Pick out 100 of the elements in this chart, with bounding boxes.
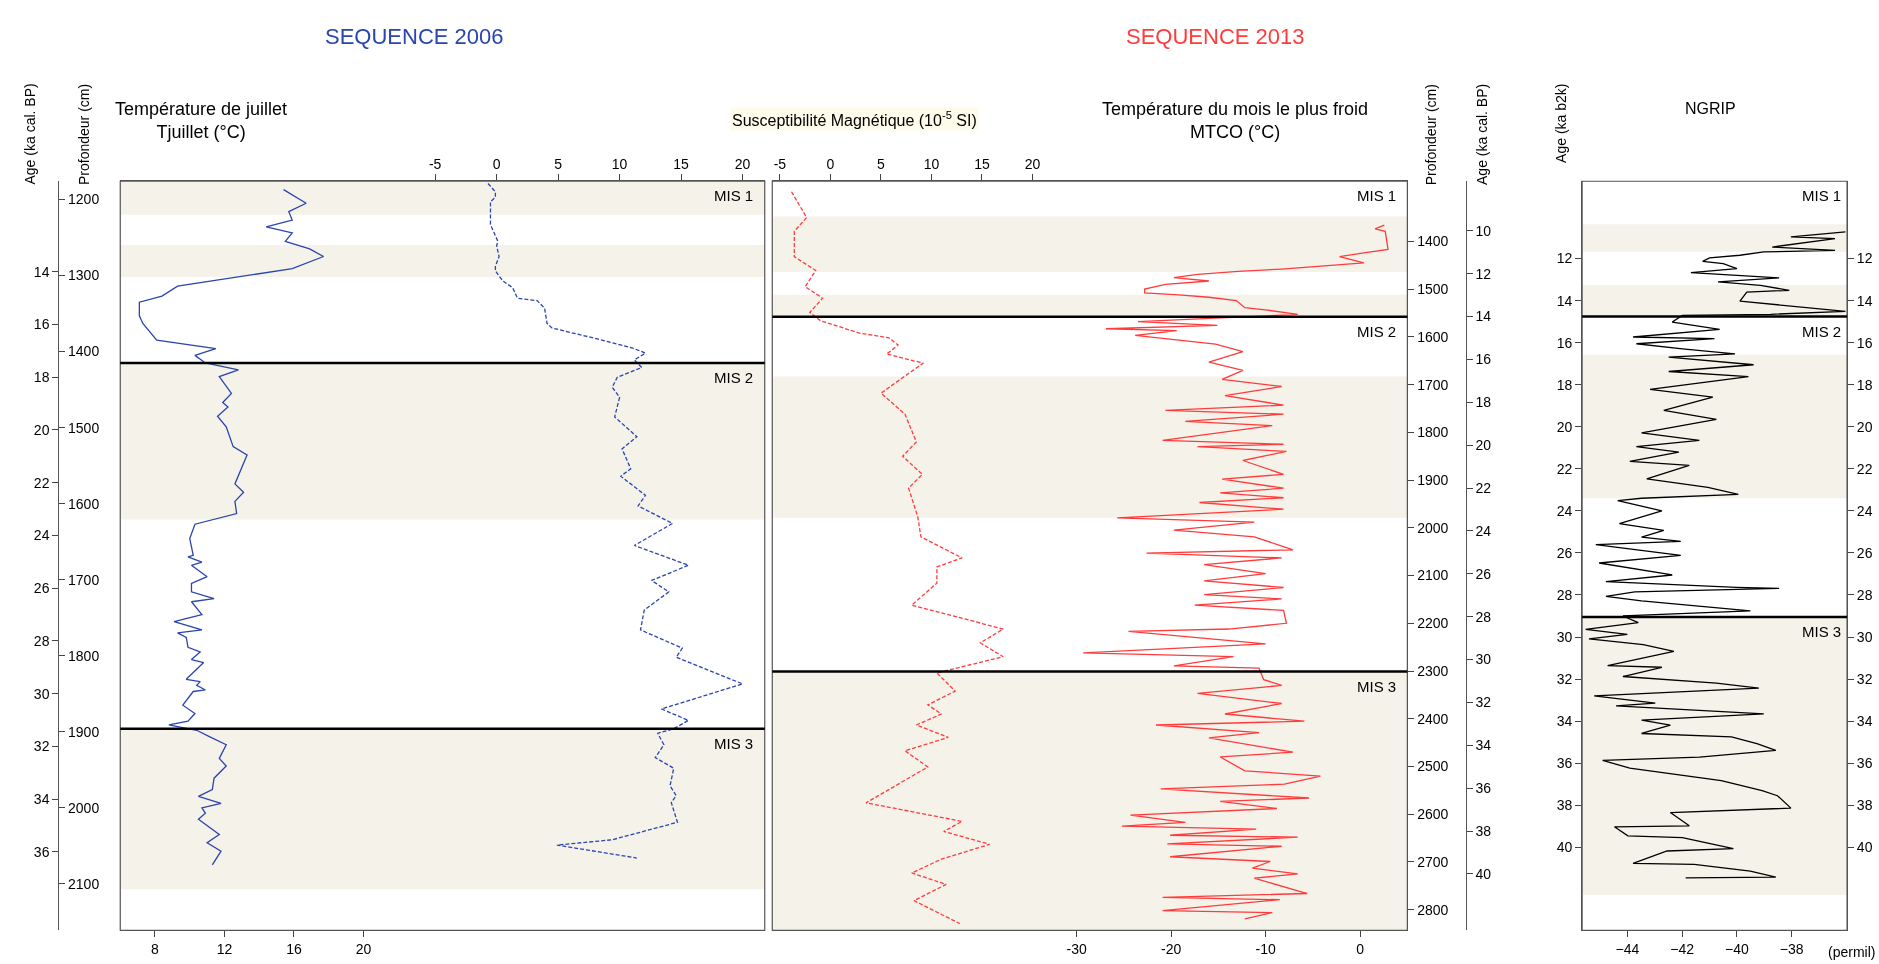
y2-tick-label: 38 [1856, 797, 1873, 814]
y-tick-label: 26 [1556, 544, 1573, 561]
annotation: MIS 3 [1802, 623, 1842, 640]
line-series [138, 188, 325, 866]
x-axis-title: (permil) [1828, 944, 1876, 960]
y2-tick-label: 36 [1856, 755, 1873, 772]
y-tick-label: 1500 [1417, 281, 1449, 298]
y-tick-label: 1600 [68, 495, 100, 512]
y-tick-label: 40 [1556, 839, 1573, 856]
y-axis-title: Profondeur (cm) [76, 83, 93, 185]
annotation: MIS 3 [1357, 678, 1397, 695]
y-tick-label: 2800 [1417, 901, 1449, 918]
x2-tick-label: 0 [826, 155, 835, 172]
y2-tick-label: 34 [1856, 712, 1873, 729]
annotation: MIS 1 [714, 187, 754, 204]
y-tick-label: 32 [1556, 670, 1573, 687]
y2-tick-label: 16 [1475, 351, 1492, 368]
y-tick-label: 20 [1556, 418, 1573, 435]
y2-tick-label: 12 [1856, 250, 1873, 267]
y2-tick-label: 14 [1475, 308, 1492, 325]
y2-tick-label: 22 [1856, 460, 1873, 477]
y-tick-label: 1500 [68, 419, 100, 436]
y-tick-label: 2100 [68, 875, 100, 892]
y-tick-label: 1300 [68, 267, 100, 284]
y2-tick-label: 26 [33, 580, 50, 597]
annotation: MIS 2 [714, 369, 754, 386]
x2-tick-label: -5 [773, 155, 787, 172]
x-axis-title: Température du mois le plus froid MTCO (°C) [1102, 99, 1369, 143]
y-tick-label: 1800 [68, 647, 100, 664]
y2-tick-label: 14 [1856, 292, 1873, 309]
y-tick-label: 2500 [1417, 758, 1449, 775]
y2-tick-label: 32 [33, 738, 50, 755]
x-tick-label: 16 [286, 941, 302, 958]
y2-tick-label: 16 [1856, 334, 1873, 351]
y2-tick-label: 30 [1475, 651, 1492, 668]
x-tick-label: −38 [1779, 941, 1804, 958]
line-series [1082, 224, 1389, 920]
x2-tick-label: 20 [1024, 155, 1041, 172]
y-tick-label: 1400 [68, 343, 100, 360]
x-tick-label: −42 [1670, 941, 1695, 958]
y-tick-label: 36 [1556, 755, 1573, 772]
y-tick-label: 14 [1556, 292, 1573, 309]
y2-tick-label: 18 [1475, 394, 1492, 411]
y-axis-title: Profondeur (cm) [1423, 84, 1440, 186]
y-tick-label: 30 [1556, 628, 1573, 645]
y-tick-label: 1800 [1417, 424, 1449, 441]
x2-tick-label: 0 [492, 155, 501, 172]
y2-tick-label: 10 [1475, 222, 1492, 239]
x-tick-label: −44 [1615, 941, 1640, 958]
x-tick-label: -20 [1160, 941, 1182, 958]
annotation: MIS 2 [1802, 323, 1842, 340]
y-tick-label: 2100 [1417, 567, 1449, 584]
y2-tick-label: 14 [33, 263, 50, 280]
y2-tick-label: 40 [1856, 839, 1873, 856]
x-tick-label: -30 [1066, 941, 1087, 958]
y2-tick-label: 22 [33, 474, 50, 491]
y2-tick-label: 40 [1475, 865, 1492, 882]
x-tick-label: 0 [1356, 941, 1365, 958]
y-axis-title: Age (ka b2k) [1553, 83, 1570, 163]
y2-tick-label: 16 [33, 316, 50, 333]
y2-tick-label: 20 [33, 421, 50, 438]
y-tick-label: 1900 [1417, 471, 1449, 488]
x2-tick-label: 10 [611, 155, 628, 172]
y-tick-label: 34 [1556, 712, 1573, 729]
annotation: MIS 1 [1802, 187, 1842, 204]
x2-tick-label: 15 [974, 155, 990, 172]
y2-tick-label: 36 [33, 843, 50, 860]
y-tick-label: 2000 [68, 799, 100, 816]
y2-tick-label: 28 [1856, 586, 1873, 603]
y2-tick-label: 34 [33, 791, 50, 808]
x2-tick-label: -5 [428, 155, 442, 172]
y-tick-label: 1400 [1417, 233, 1449, 250]
x2-tick-label: 5 [554, 155, 563, 172]
chart-title: SEQUENCE 2013 [1126, 24, 1305, 49]
y2-tick-label: 22 [1475, 479, 1492, 496]
x2-tick-label: 5 [877, 155, 885, 172]
line-series [1585, 231, 1847, 879]
x-tick-label: 12 [216, 941, 233, 958]
y-tick-label: 2000 [1417, 519, 1449, 536]
annotation: MIS 1 [1357, 187, 1397, 204]
x-tick-label: 8 [151, 941, 160, 958]
y2-tick-label: 36 [1475, 780, 1492, 797]
y-tick-label: 12 [1556, 250, 1573, 267]
y2-tick-label: 34 [1475, 737, 1492, 754]
y-tick-label: 2300 [1417, 662, 1449, 679]
y-tick-label: 16 [1556, 334, 1573, 351]
y2-tick-label: 28 [33, 632, 50, 649]
y2-tick-label: 30 [33, 685, 50, 702]
y-tick-label: 2400 [1417, 710, 1449, 727]
annotation: MIS 3 [714, 735, 754, 752]
y2-tick-label: 18 [1856, 376, 1873, 393]
y2-tick-label: 26 [1856, 544, 1873, 561]
y-tick-label: 1900 [68, 723, 100, 740]
y-tick-label: 1200 [68, 191, 100, 208]
y-tick-label: 24 [1556, 502, 1573, 519]
annotation: MIS 2 [1357, 323, 1397, 340]
x-tick-label: 20 [355, 941, 372, 958]
y2-tick-label: 32 [1856, 670, 1873, 687]
y-tick-label: 18 [1556, 376, 1573, 393]
y-tick-label: 2700 [1417, 853, 1449, 870]
